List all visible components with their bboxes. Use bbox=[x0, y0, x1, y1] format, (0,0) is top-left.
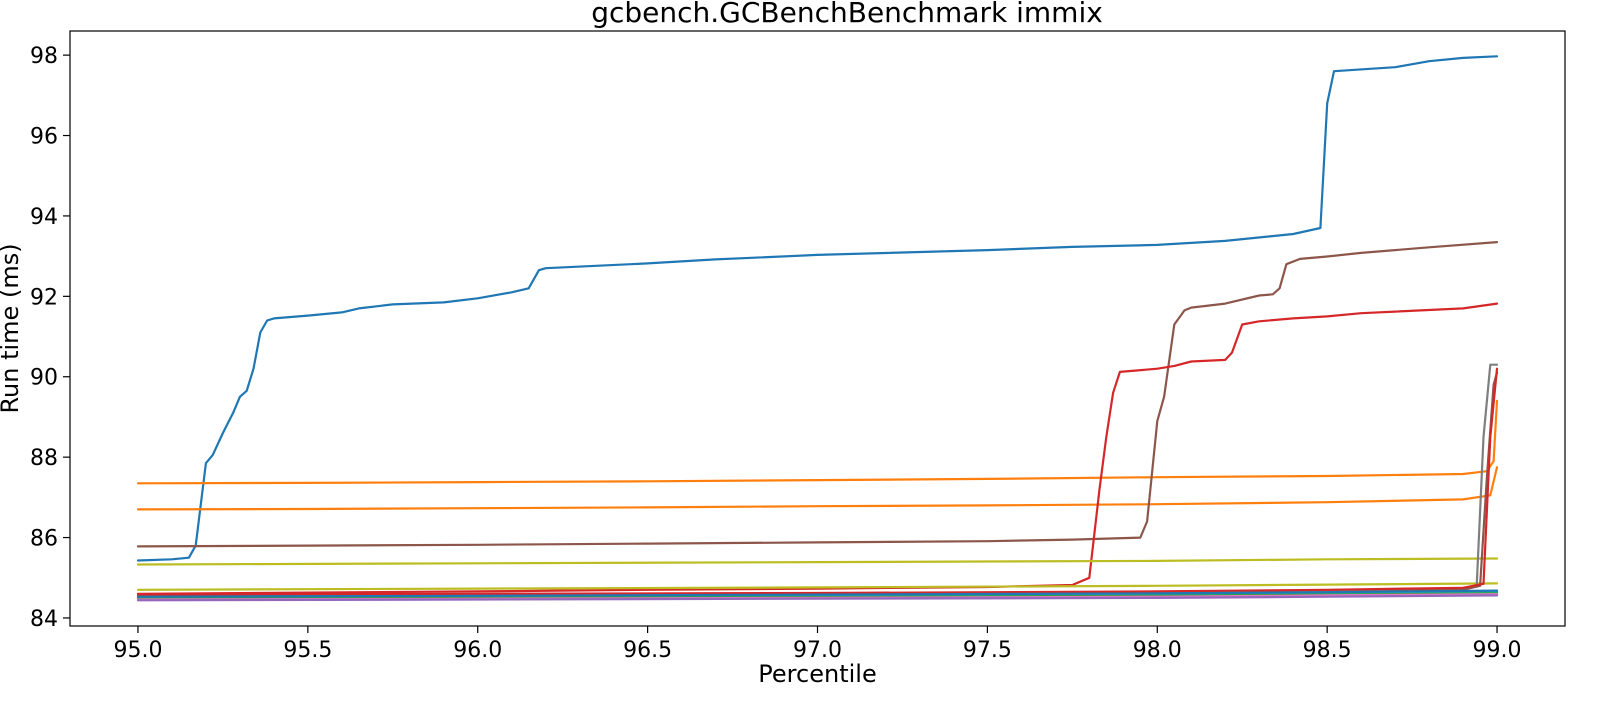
series-line-10 bbox=[136, 367, 1499, 596]
x-tick-label: 96.0 bbox=[453, 638, 502, 663]
y-tick-label: 90 bbox=[30, 366, 58, 391]
x-tick-label: 97.0 bbox=[793, 638, 842, 663]
y-tick-label: 98 bbox=[30, 44, 58, 69]
x-tick-label: 97.5 bbox=[963, 638, 1012, 663]
series-line-14 bbox=[136, 594, 1499, 602]
series-line-7 bbox=[136, 582, 1499, 591]
series-line-5 bbox=[136, 302, 1499, 595]
y-axis: 84 86 88 90 92 94 96 98 bbox=[30, 44, 70, 632]
series-line-3 bbox=[136, 466, 1499, 511]
series-group bbox=[136, 55, 1499, 602]
plot-area bbox=[69, 30, 1566, 627]
x-tick-label: 96.5 bbox=[623, 638, 672, 663]
y-tick-label: 96 bbox=[30, 125, 58, 150]
series-line-1 bbox=[136, 55, 1499, 562]
x-axis: 95.0 95.5 96.0 96.5 97.0 97.5 98.0 98.5 99.0 bbox=[113, 626, 1522, 663]
series-line-2 bbox=[136, 399, 1499, 485]
series-line-15 bbox=[136, 589, 1499, 598]
x-tick-label: 99.0 bbox=[1473, 638, 1522, 663]
y-axis-label: Run time (ms) bbox=[0, 243, 24, 413]
plot-frame bbox=[69, 30, 1566, 627]
x-tick-label: 98.5 bbox=[1303, 638, 1352, 663]
y-tick-label: 88 bbox=[30, 446, 58, 471]
chart-title: gcbench.GCBenchBenchmark immix bbox=[591, 0, 1103, 29]
y-tick-label: 94 bbox=[30, 205, 58, 230]
series-line-4 bbox=[136, 241, 1499, 548]
x-axis-label: Percentile bbox=[758, 660, 876, 688]
x-tick-label: 98.0 bbox=[1133, 638, 1182, 663]
y-tick-label: 84 bbox=[30, 607, 58, 632]
x-tick-label: 95.5 bbox=[283, 638, 332, 663]
x-tick-label: 95.0 bbox=[113, 638, 162, 663]
y-tick-label: 86 bbox=[30, 527, 58, 552]
y-tick-label: 92 bbox=[30, 285, 58, 310]
series-line-6 bbox=[136, 557, 1499, 566]
